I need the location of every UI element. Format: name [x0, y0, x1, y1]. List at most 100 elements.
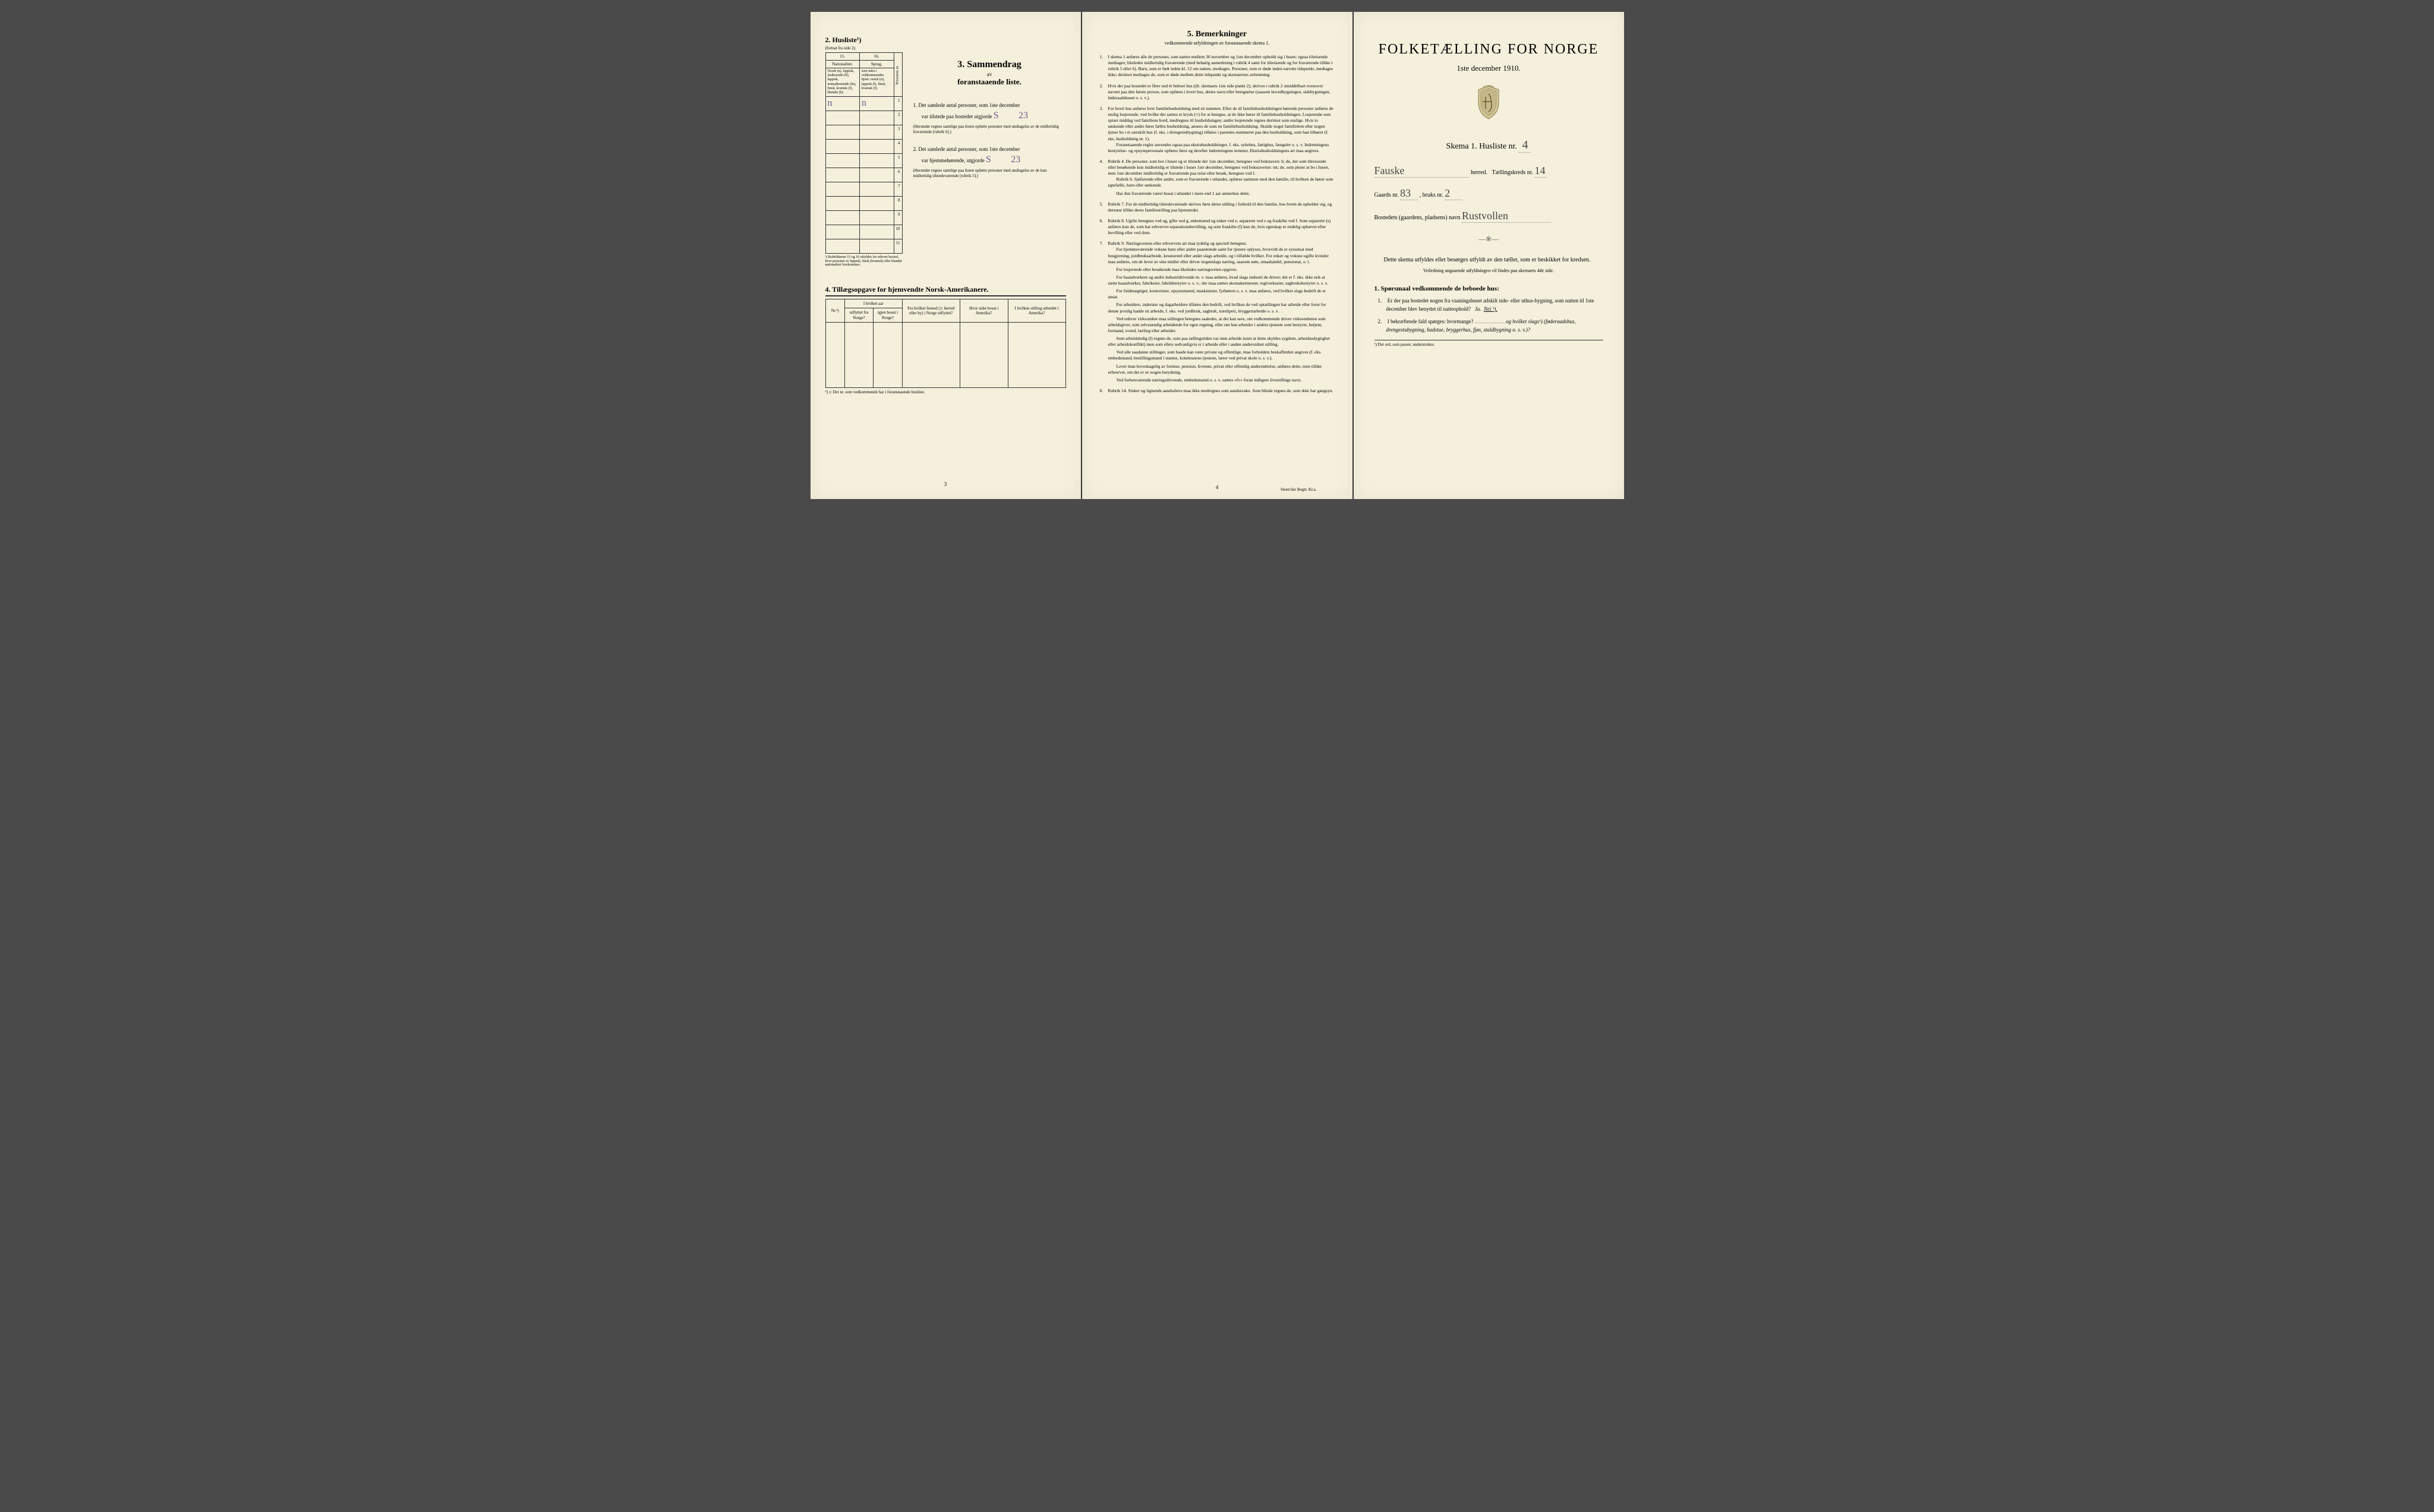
main-title: FOLKETÆLLING FOR NORGE: [1374, 42, 1603, 58]
bemerk-1: 1. I skema 1 anføres alle de personer, s…: [1100, 54, 1335, 78]
ornament-icon: —※—: [1374, 235, 1603, 244]
sammen-title: 3. Sammendrag: [913, 59, 1066, 70]
row-9: 9: [894, 211, 902, 225]
s4-table: Nr.²) I hvilket aar Fra hvilket bosted (…: [825, 299, 1066, 388]
col-sprog: Sprog,: [859, 61, 894, 68]
bemerk-6: 6. Rubrik 8. Ugifte betegnes ved ug, gif…: [1100, 218, 1335, 236]
page-4: 5. Bemerkninger vedkommende utfyldningen…: [1082, 12, 1352, 499]
herred-line: Fauske herred. Tællingskreds nr. 14: [1374, 165, 1603, 178]
husliste-note: ¹) Rubrikkerne 15 og 16 utfyldes for eth…: [825, 255, 903, 267]
bemerk-5: 5. Rubrik 7. For de midlertidig tilstede…: [1100, 201, 1335, 213]
page-title: FOLKETÆLLING FOR NORGE 1ste december 191…: [1354, 12, 1624, 499]
s4-h2b: utflyttet fra Norge?: [844, 308, 873, 323]
col-person: Personens nr.: [894, 53, 902, 97]
bemerk-4-r6b: Har den fraværende været bosat i utlande…: [1108, 191, 1335, 197]
skema-val: 4: [1519, 138, 1531, 153]
husliste-subtitle: (fortsat fra side 2).: [825, 46, 903, 50]
sammen-av: av: [913, 71, 1066, 77]
page-number-3: 3: [811, 481, 1081, 487]
s4-h2a: I hvilket aar: [844, 299, 902, 308]
row-7: 7: [894, 182, 902, 197]
hw-n2: n: [862, 98, 866, 108]
page-3: 2. Husliste¹) (fortsat fra side 2). 15. …: [811, 12, 1081, 499]
item2-hw-val: 23: [1011, 154, 1020, 165]
bemerk-2: 2. Hvis der paa bostedet er flere end ét…: [1100, 83, 1335, 101]
s4-h4: Hvor sidst bosat i Amerika?: [960, 299, 1008, 322]
row-4: 4: [894, 140, 902, 154]
bemerk-list: 1. I skema 1 anføres alle de personer, s…: [1100, 54, 1335, 394]
herred-label: herred.: [1471, 169, 1487, 176]
bosted-line: Bostedets (gaardens, pladsens) navn Rust…: [1374, 210, 1603, 223]
col-nat: Nationalitet.: [825, 61, 859, 68]
intro-sub: Veiledning angaaende utfyldningen vil fi…: [1374, 268, 1603, 273]
row-5: 5: [894, 154, 902, 168]
q-2: 2. I bekræftende fald spørges: hvormange…: [1374, 318, 1603, 334]
row-1: 1: [894, 97, 902, 111]
main-date: 1ste december 1910.: [1374, 64, 1603, 73]
footnote: ¹) Det ord, som passer, understrekes.: [1374, 340, 1603, 347]
row-6: 6: [894, 168, 902, 182]
row-2: 2: [894, 111, 902, 125]
section-4: 4. Tillægsopgave for hjemvendte Norsk-Am…: [825, 285, 1066, 394]
husliste-title: 2. Husliste¹): [825, 36, 903, 45]
husliste-table-wrap: 2. Husliste¹) (fortsat fra side 2). 15. …: [825, 36, 903, 267]
bosted-val: Rustvollen: [1462, 210, 1508, 222]
row-8: 8: [894, 197, 902, 211]
printer-mark: Steen'ske Bogtr. Kr.a.: [1281, 487, 1317, 492]
bruks-label: , bruks nr.: [1420, 192, 1443, 198]
bruks-val: 2: [1445, 187, 1450, 199]
q-heading: 1. Spørsmaal vedkommende de beboede hus:: [1374, 285, 1603, 292]
bemerk-7: 7. Rubrik 9. Næringsveiens eller erhverv…: [1100, 241, 1335, 383]
gaards-label: Gaards nr.: [1374, 192, 1399, 198]
col-16: 16.: [859, 53, 894, 61]
gaards-val: 83: [1400, 187, 1411, 199]
bemerk-4: 4. Rubrik 4. De personer, som bor i huse…: [1100, 159, 1335, 197]
item2-b: var hjemmehørende, utgjorde: [922, 157, 985, 163]
coat-of-arms-icon: [1374, 85, 1603, 124]
item1-hw-s: S: [994, 109, 1017, 122]
skema-line: Skema 1. Husliste nr. 4: [1374, 138, 1603, 153]
husliste-table: 15. 16. Personens nr. Nationalitet. Spro…: [825, 52, 903, 254]
bemerk-3-extra: Foranstaaende regler anvendes ogsaa paa …: [1108, 142, 1335, 154]
herred-val: Fauske: [1374, 165, 1405, 176]
bemerk-8: 8. Rubrik 14. Sinker og lignende aandssl…: [1100, 388, 1335, 394]
hw-n1: n: [828, 98, 833, 108]
item2-note: (Herunder regnes samtlige paa listen opf…: [913, 168, 1066, 179]
sammendrag-section: 3. Sammendrag av foranstaaende liste. 1.…: [907, 36, 1066, 267]
col-sprog-detail: som tales i vedkommendes hjem: norsk (n)…: [859, 68, 894, 97]
item2-a: 2. Det samlede antal personer, som 1ste …: [913, 146, 1020, 152]
intro-text: Dette skema utfyldes eller besørges utfy…: [1374, 255, 1603, 264]
sammen-item-2: 2. Det samlede antal personer, som 1ste …: [913, 146, 1066, 179]
s4-h1: Nr.²): [825, 299, 844, 322]
bosted-label: Bostedets (gaardens, pladsens) navn: [1374, 214, 1461, 221]
item2-hw-s: S: [986, 153, 1010, 166]
kreds-val: 14: [1535, 165, 1546, 176]
bemerk-4-r6: Rubrik 6. Sjøfarende eller andre, som er…: [1108, 176, 1335, 188]
item1-a: 1. Det samlede antal personer, som 1ste …: [913, 102, 1020, 108]
item1-note: (Herunder regnes samtlige paa listen opf…: [913, 124, 1066, 135]
col-15: 15.: [825, 53, 859, 61]
row-10: 10: [894, 225, 902, 239]
col-nat-detail: Norsk (n), lappisk, fastboende (lf), lap…: [825, 68, 859, 97]
q1-nei: Nei ¹).: [1484, 306, 1497, 312]
sammen-item-1: 1. Det samlede antal personer, som 1ste …: [913, 102, 1066, 135]
s4-foot: ²) ɔ: Det nr. som vedkommende har i fora…: [825, 390, 1066, 394]
gaards-line: Gaards nr. 83 , bruks nr. 2: [1374, 187, 1603, 200]
s4-h3: Fra hvilket bosted (ɔ: herred eller by) …: [902, 299, 960, 322]
bemerk-title: 5. Bemerkninger: [1100, 30, 1335, 39]
q2-a: I bekræftende fald spørges: hvormange?: [1388, 318, 1474, 324]
skema-label: Skema 1. Husliste nr.: [1446, 142, 1517, 151]
s4-h5: I hvilken stilling arbeidet i Amerika?: [1008, 299, 1065, 322]
q1-ja: Ja.: [1475, 306, 1481, 312]
s4-h2c: igjen bosat i Norge?: [874, 308, 902, 323]
s4-title: 4. Tillægsopgave for hjemvendte Norsk-Am…: [825, 285, 1066, 296]
husliste-section: 2. Husliste¹) (fortsat fra side 2). 15. …: [825, 36, 1066, 267]
document-spread: 2. Husliste¹) (fortsat fra side 2). 15. …: [811, 12, 1624, 499]
bemerk-sub: vedkommende utfyldningen av foranstaaend…: [1100, 40, 1335, 46]
item1-b: var tilstede paa bostedet utgjorde: [922, 113, 992, 119]
sammen-sub: foranstaaende liste.: [913, 77, 1066, 87]
row-3: 3: [894, 125, 902, 140]
bemerk-3: 3. For hvert hus anføres hver familiehus…: [1100, 106, 1335, 154]
item1-hw-val: 23: [1019, 111, 1028, 121]
kreds-label: Tællingskreds nr.: [1492, 169, 1533, 176]
